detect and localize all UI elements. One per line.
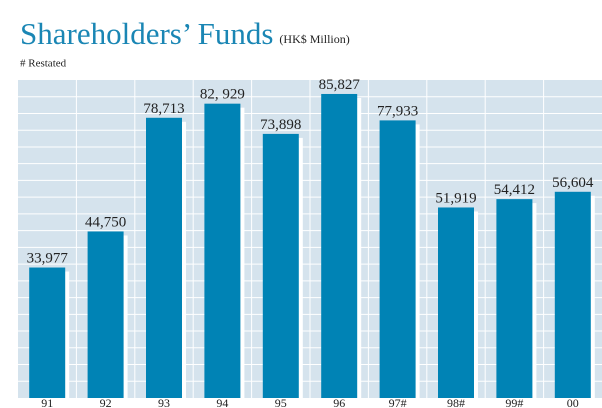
chart-subtitle: (HK$ Million) bbox=[279, 32, 349, 46]
bar bbox=[87, 231, 124, 398]
bar bbox=[204, 103, 241, 398]
bar bbox=[438, 207, 474, 398]
x-tick-label: 98# bbox=[447, 396, 465, 408]
bar bbox=[29, 267, 66, 398]
bar bbox=[554, 191, 591, 398]
x-tick-label: 94 bbox=[216, 396, 228, 408]
bar bbox=[262, 133, 299, 398]
bar bbox=[496, 199, 533, 398]
value-label: 82, 929 bbox=[200, 87, 245, 103]
x-tick-label: 97# bbox=[389, 396, 407, 408]
x-tick-label: 96 bbox=[333, 396, 345, 408]
value-label: 44,750 bbox=[85, 214, 126, 230]
x-tick-label: 91 bbox=[41, 396, 53, 408]
value-label: 73,898 bbox=[260, 117, 301, 133]
x-tick-label: 93 bbox=[158, 396, 170, 408]
x-tick-label: 92 bbox=[100, 396, 112, 408]
bar bbox=[146, 117, 182, 399]
value-label: 51,919 bbox=[435, 190, 476, 206]
bar bbox=[379, 120, 416, 398]
value-label: 78,713 bbox=[143, 101, 184, 117]
value-label: 85,827 bbox=[319, 77, 361, 93]
bar bbox=[321, 93, 358, 398]
value-label: 77,933 bbox=[377, 103, 418, 119]
x-tick-label: 99# bbox=[505, 396, 523, 408]
x-tick-label: 00 bbox=[567, 396, 579, 408]
annotation: # Restated bbox=[20, 58, 67, 70]
x-tick-label: 95 bbox=[275, 396, 287, 408]
chart-title: Shareholders’ Funds bbox=[20, 16, 273, 51]
value-label: 56,604 bbox=[552, 175, 594, 191]
value-label: 33,977 bbox=[27, 251, 69, 267]
value-label: 54,412 bbox=[494, 182, 535, 198]
